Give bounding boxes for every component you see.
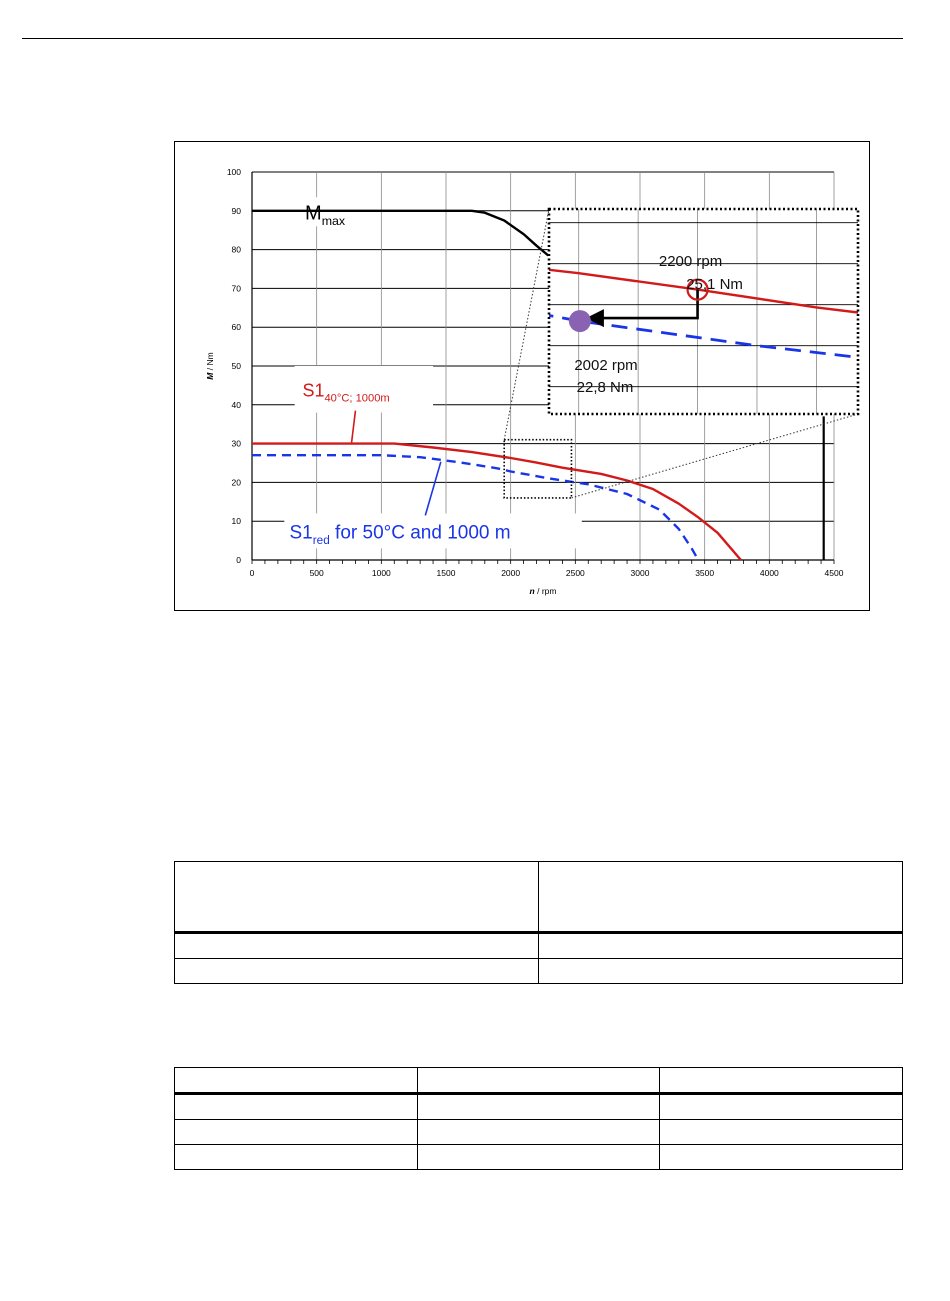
zoom-inner xyxy=(549,209,858,414)
table-cell xyxy=(538,932,903,959)
axes xyxy=(251,172,835,564)
table-cell xyxy=(416,1093,661,1120)
y-tick-label: 90 xyxy=(232,206,242,216)
point-2002-rpm-label: 2002 rpm xyxy=(574,357,637,374)
y-tick-label: 70 xyxy=(232,283,242,293)
label-background xyxy=(294,366,434,413)
table-row xyxy=(174,1144,903,1170)
series-labels: Mmax S140°C; 1000m S1red for 50°C and 1000… xyxy=(290,202,511,547)
table-cell xyxy=(174,932,539,959)
table-header-row xyxy=(174,1067,903,1095)
point-2200-nm-label: 25,1 Nm xyxy=(686,276,743,293)
table-cell xyxy=(416,1119,661,1145)
x-tick-label: 3500 xyxy=(695,568,714,578)
zoom-inset-border xyxy=(547,207,860,416)
zoom-connector xyxy=(571,413,859,499)
label-background xyxy=(284,513,582,549)
x-tick-label: 2500 xyxy=(566,568,585,578)
zoom-arrow-head xyxy=(585,309,604,328)
x-tick-label: 500 xyxy=(310,568,324,578)
table-cell xyxy=(174,958,539,984)
y-tick-label: 50 xyxy=(232,361,242,371)
table-header-cell xyxy=(174,861,539,934)
table-cell xyxy=(174,1144,418,1170)
series-layer xyxy=(252,209,825,560)
table-row xyxy=(174,958,903,984)
table-cell xyxy=(538,958,903,984)
torque-speed-chart: Mmax S140°C; 1000m S1red for 50°C and 1000… xyxy=(205,167,860,596)
table-cell xyxy=(174,1093,418,1120)
table-header-cell xyxy=(174,1067,418,1095)
zoom-connector xyxy=(503,208,550,440)
y-tick-label: 40 xyxy=(232,400,242,410)
x-tick-label: 1000 xyxy=(372,568,391,578)
table-cell xyxy=(659,1119,903,1145)
table-header-cell xyxy=(538,861,903,934)
x-tick-label: 0 xyxy=(250,568,255,578)
chart-frame: Mmax S140°C; 1000m S1red for 50°C and 1000… xyxy=(174,141,870,611)
y-tick-label: 0 xyxy=(236,555,241,565)
series-line xyxy=(252,209,549,257)
point-2200-rpm-label: 2200 rpm xyxy=(659,253,722,270)
series-line xyxy=(252,454,700,560)
x-tick-label: 4500 xyxy=(825,568,844,578)
table-cell xyxy=(174,1119,418,1145)
table-row xyxy=(174,1119,903,1145)
x-tick-label: 2000 xyxy=(501,568,520,578)
y-tick-label: 100 xyxy=(227,167,241,177)
table-header-cell xyxy=(659,1067,903,1095)
point-2002-marker xyxy=(568,310,591,333)
point-2002-nm-label: 22,8 Nm xyxy=(577,379,634,396)
table-cell xyxy=(416,1144,661,1170)
mmax-label: Mmax xyxy=(305,202,346,228)
table-header-cell xyxy=(416,1067,661,1095)
spec-table-1 xyxy=(174,861,903,984)
header-rule xyxy=(22,38,903,39)
y-tick-label: 20 xyxy=(232,477,242,487)
x-tick-label: 1500 xyxy=(437,568,456,578)
y-axis-title: M / Nm xyxy=(205,352,215,379)
series-line xyxy=(252,442,742,560)
s1red-label: S1red for 50°C and 1000 m xyxy=(290,523,511,547)
x-tick-label: 4000 xyxy=(760,568,779,578)
zoom-source-box xyxy=(503,438,573,499)
table-header-row xyxy=(174,861,903,934)
s1red-leader xyxy=(424,461,442,516)
table-cell xyxy=(659,1093,903,1120)
y-tick-label: 80 xyxy=(232,245,242,255)
table-cell xyxy=(659,1144,903,1170)
spec-table-2 xyxy=(174,1067,903,1170)
y-tick-label: 60 xyxy=(232,322,242,332)
zoom-callout: 2200 rpm 25,1 Nm 2002 rpm 22,8 Nm xyxy=(503,207,860,499)
y-tick-label: 30 xyxy=(232,439,242,449)
table-row xyxy=(174,932,903,959)
point-2200-marker xyxy=(686,278,709,301)
x-axis-title: n / rpm xyxy=(530,586,557,596)
s1-leader xyxy=(350,410,357,443)
s1-label: S140°C; 1000m xyxy=(302,380,389,404)
y-tick-label: 10 xyxy=(232,516,242,526)
table-row xyxy=(174,1093,903,1120)
x-tick-label: 3000 xyxy=(631,568,650,578)
